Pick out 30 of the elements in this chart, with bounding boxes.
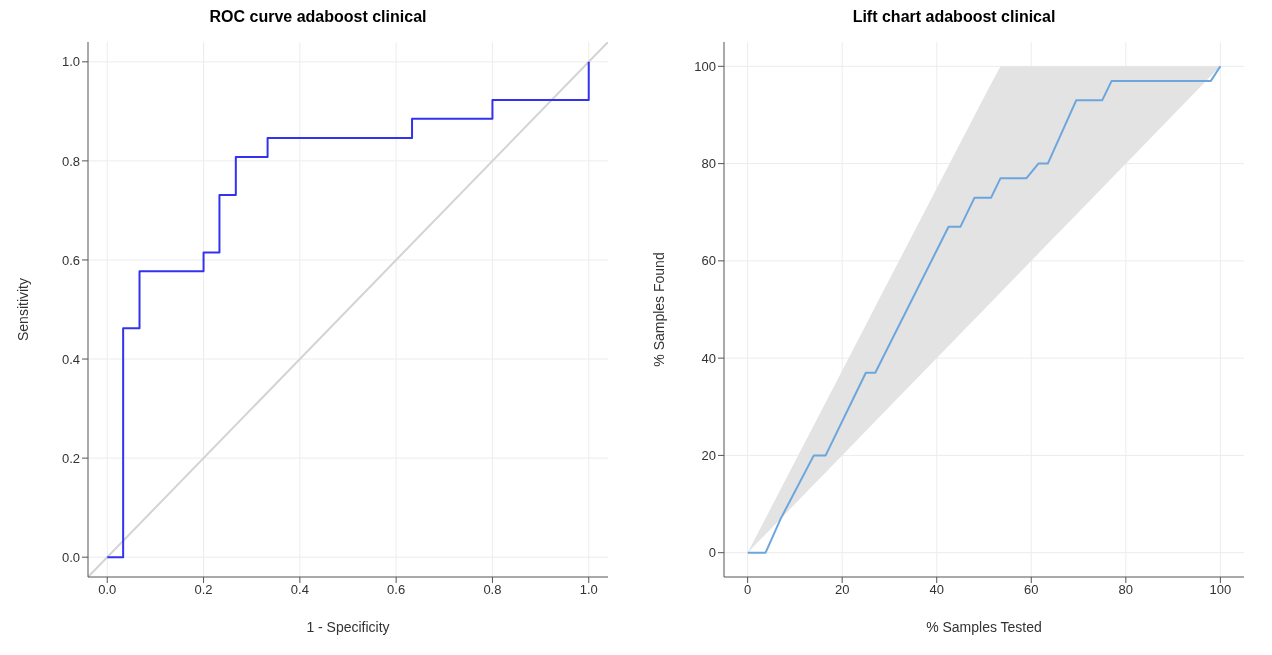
x-tick-label: 0.4	[290, 582, 309, 598]
y-tick-label: 0	[708, 545, 716, 561]
y-tick-label: 80	[701, 156, 716, 172]
y-tick-label: 100	[694, 58, 716, 74]
y-tick-label: 1.0	[61, 54, 80, 70]
y-tick-label: 20	[701, 448, 716, 464]
y-tick-label: 0.4	[61, 351, 80, 367]
x-tick-label: 0.2	[194, 582, 213, 598]
x-tick-label: 1.0	[579, 582, 598, 598]
x-tick-label: 80	[1118, 582, 1134, 598]
chart-title: ROC curve adaboost clinical	[208, 8, 428, 27]
x-tick-label: 0.8	[483, 582, 502, 598]
y-axis-title: Sensitivity	[14, 277, 31, 342]
x-axis-title: % Samples Tested	[926, 619, 1042, 635]
chart-title: Lift chart adaboost clinical	[851, 8, 1057, 27]
y-tick-label: 40	[701, 350, 716, 366]
x-tick-label: 0.6	[387, 582, 406, 598]
y-tick-label: 60	[701, 253, 716, 269]
x-tick-label: 20	[834, 582, 850, 598]
y-tick-label: 0.2	[61, 450, 80, 466]
x-tick-label: 60	[1024, 582, 1039, 598]
x-tick-label: 100	[1209, 582, 1232, 598]
x-tick-label: 40	[929, 582, 944, 598]
y-tick-label: 0.8	[61, 153, 80, 169]
x-axis-title: 1 - Specificity	[306, 619, 390, 635]
x-tick-label: 0.0	[98, 582, 117, 598]
y-tick-label: 0.6	[61, 252, 80, 268]
y-tick-label: 0.0	[61, 549, 80, 565]
x-tick-label: 0	[744, 582, 752, 598]
y-axis-title: % Samples Found	[650, 252, 667, 367]
